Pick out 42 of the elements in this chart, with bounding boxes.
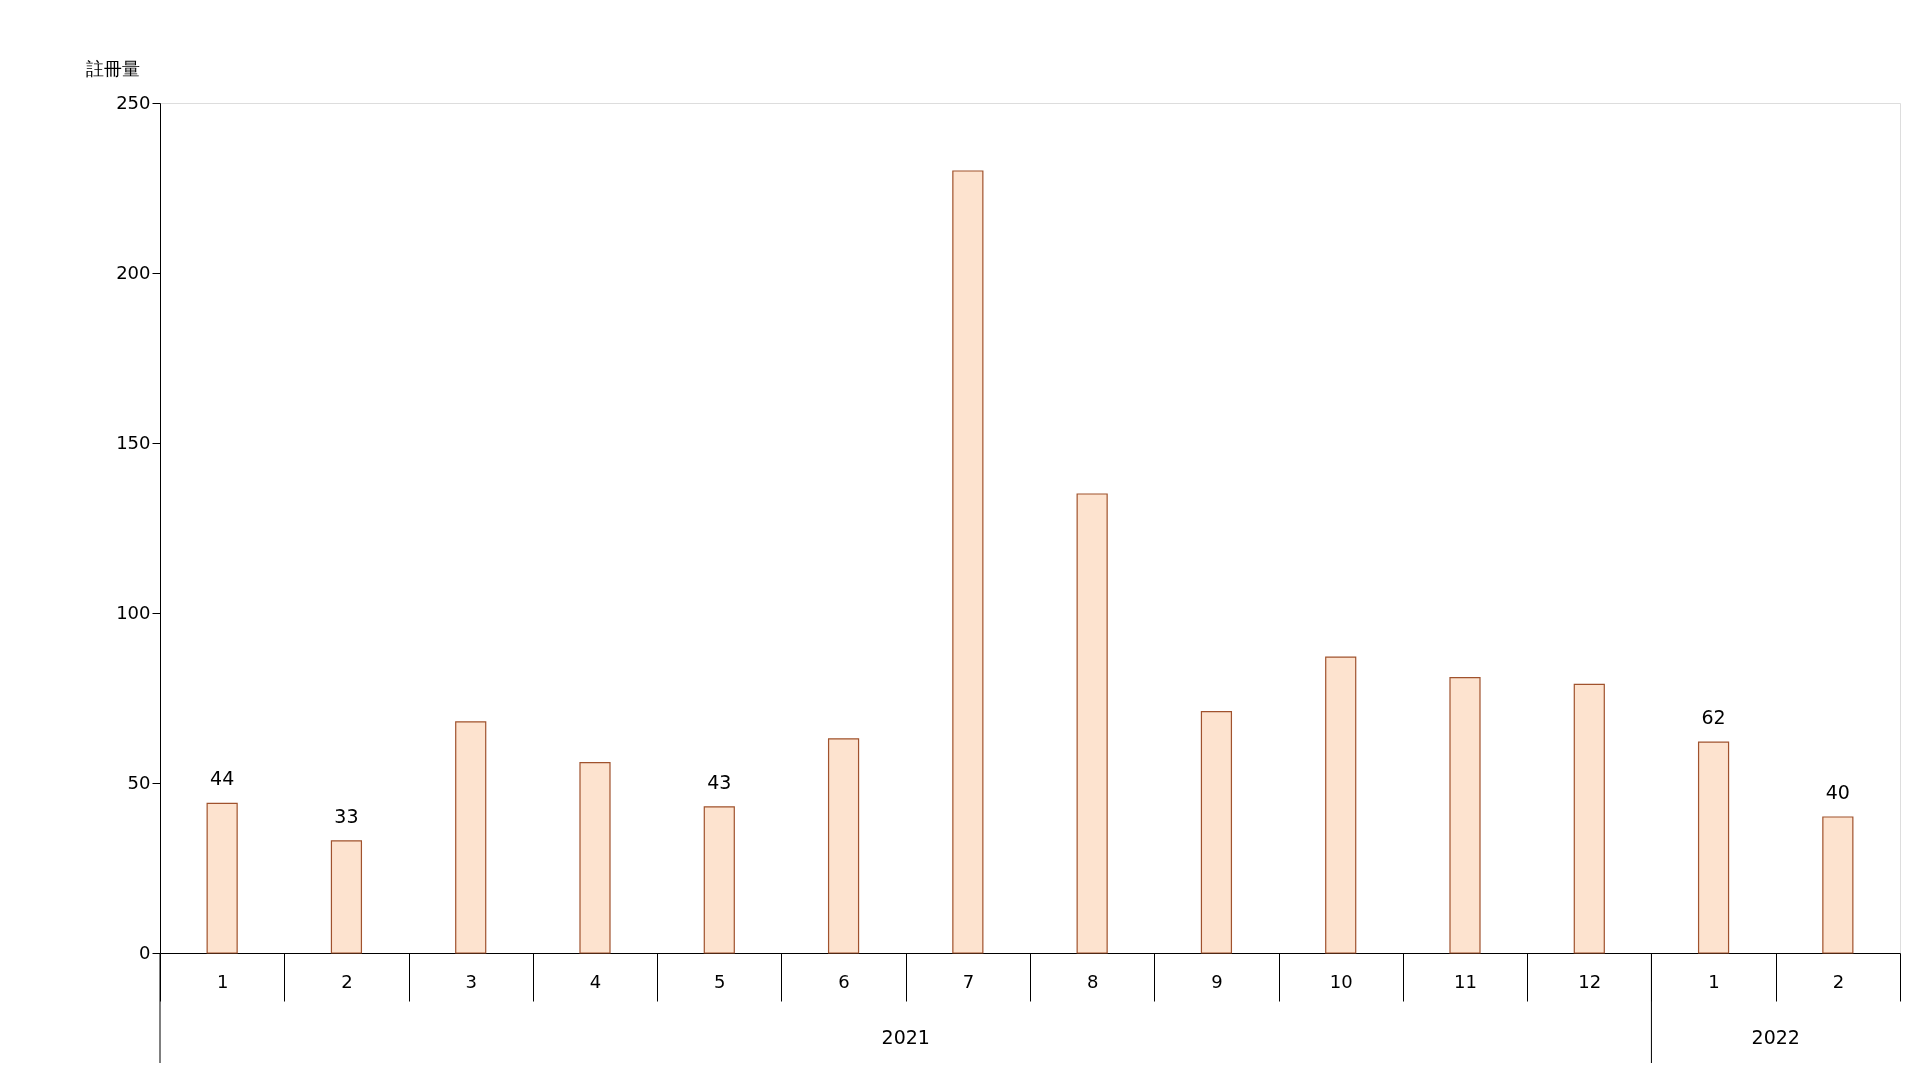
data-label: 44: [210, 767, 235, 790]
bar: [579, 762, 611, 954]
y-tick-label: 0: [139, 941, 151, 963]
y-axis-title: 註冊量: [85, 57, 140, 79]
y-tick-label: 200: [116, 261, 151, 283]
text: 2021: [881, 1026, 930, 1048]
bar: [1822, 816, 1854, 954]
y-tick-label: 100: [116, 601, 151, 623]
bar: [952, 170, 984, 954]
bar: [1325, 656, 1357, 954]
bar: [206, 802, 238, 954]
x-tick-label: 11: [1454, 970, 1477, 992]
x-tick-label: 7: [962, 970, 975, 992]
bar: [330, 840, 363, 954]
x-tick-label: 1: [1708, 970, 1720, 992]
x-tick-label: 2: [341, 970, 353, 992]
x-tick-label: 8: [1086, 970, 1099, 992]
data-label: 33: [334, 804, 359, 827]
bar: [1449, 677, 1481, 954]
text: 2022: [1751, 1026, 1800, 1048]
y-tick-label: 50: [127, 771, 151, 793]
x-tick-label: 12: [1578, 970, 1602, 992]
bar: [1573, 683, 1605, 954]
bar: [1200, 711, 1233, 954]
x-tick-label: 5: [714, 970, 726, 992]
y-tick-label: 150: [116, 431, 151, 453]
bar: [1697, 741, 1730, 954]
data-label: 43: [707, 770, 732, 793]
x-tick-label: 1: [216, 970, 229, 992]
x-tick-label: 2: [1832, 970, 1845, 992]
x-tick-label: 10: [1329, 970, 1353, 992]
y-tick-label: 250: [116, 91, 151, 113]
x-tick-label: 4: [589, 970, 602, 992]
bar: [703, 806, 735, 954]
bar: [1076, 493, 1108, 954]
bar: [455, 721, 487, 954]
bar: [827, 738, 860, 954]
data-label: 62: [1701, 706, 1726, 729]
x-tick-label: 6: [838, 970, 850, 992]
x-tick-label: 9: [1211, 970, 1223, 992]
x-tick-label: 3: [465, 970, 477, 992]
data-label: 40: [1825, 781, 1850, 803]
